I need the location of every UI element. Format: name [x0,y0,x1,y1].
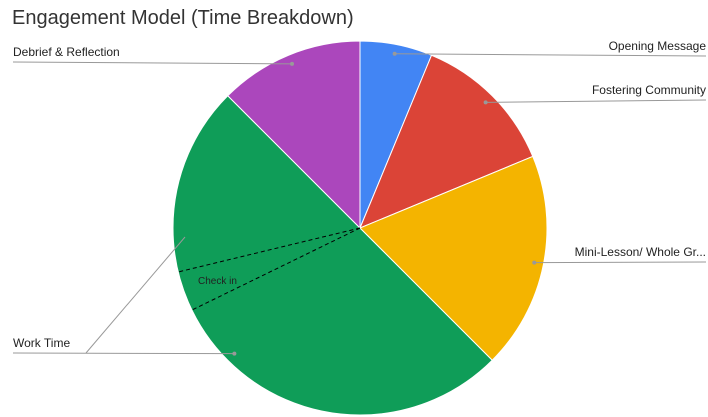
slices [172,40,548,416]
leader-line [12,352,235,355]
annotation: Check in [198,276,237,287]
leader-line [485,99,707,103]
leader-dot [532,260,537,265]
annotation-line [177,227,361,273]
leader-dot [483,100,488,105]
slice-label: Debrief & Reflection [13,45,120,59]
leader-dot [392,51,397,56]
slice-label: Opening Message [609,39,707,53]
slice-label: Work Time [13,336,70,350]
chart-title: Engagement Model (Time Breakdown) [12,7,354,29]
slice-label: Mini-Lesson/ Whole Gr... [575,245,706,259]
leader-line [12,61,293,65]
slice [359,155,548,361]
leader-line [394,53,707,57]
slice [359,54,534,229]
leader-line [534,261,707,264]
slice [172,95,493,416]
leader-dot [290,61,295,66]
annotation-line [191,227,361,311]
leader-dot [232,351,237,356]
slice-label: Fostering Community [592,83,706,97]
slice [227,40,361,230]
leader-line [85,236,186,354]
